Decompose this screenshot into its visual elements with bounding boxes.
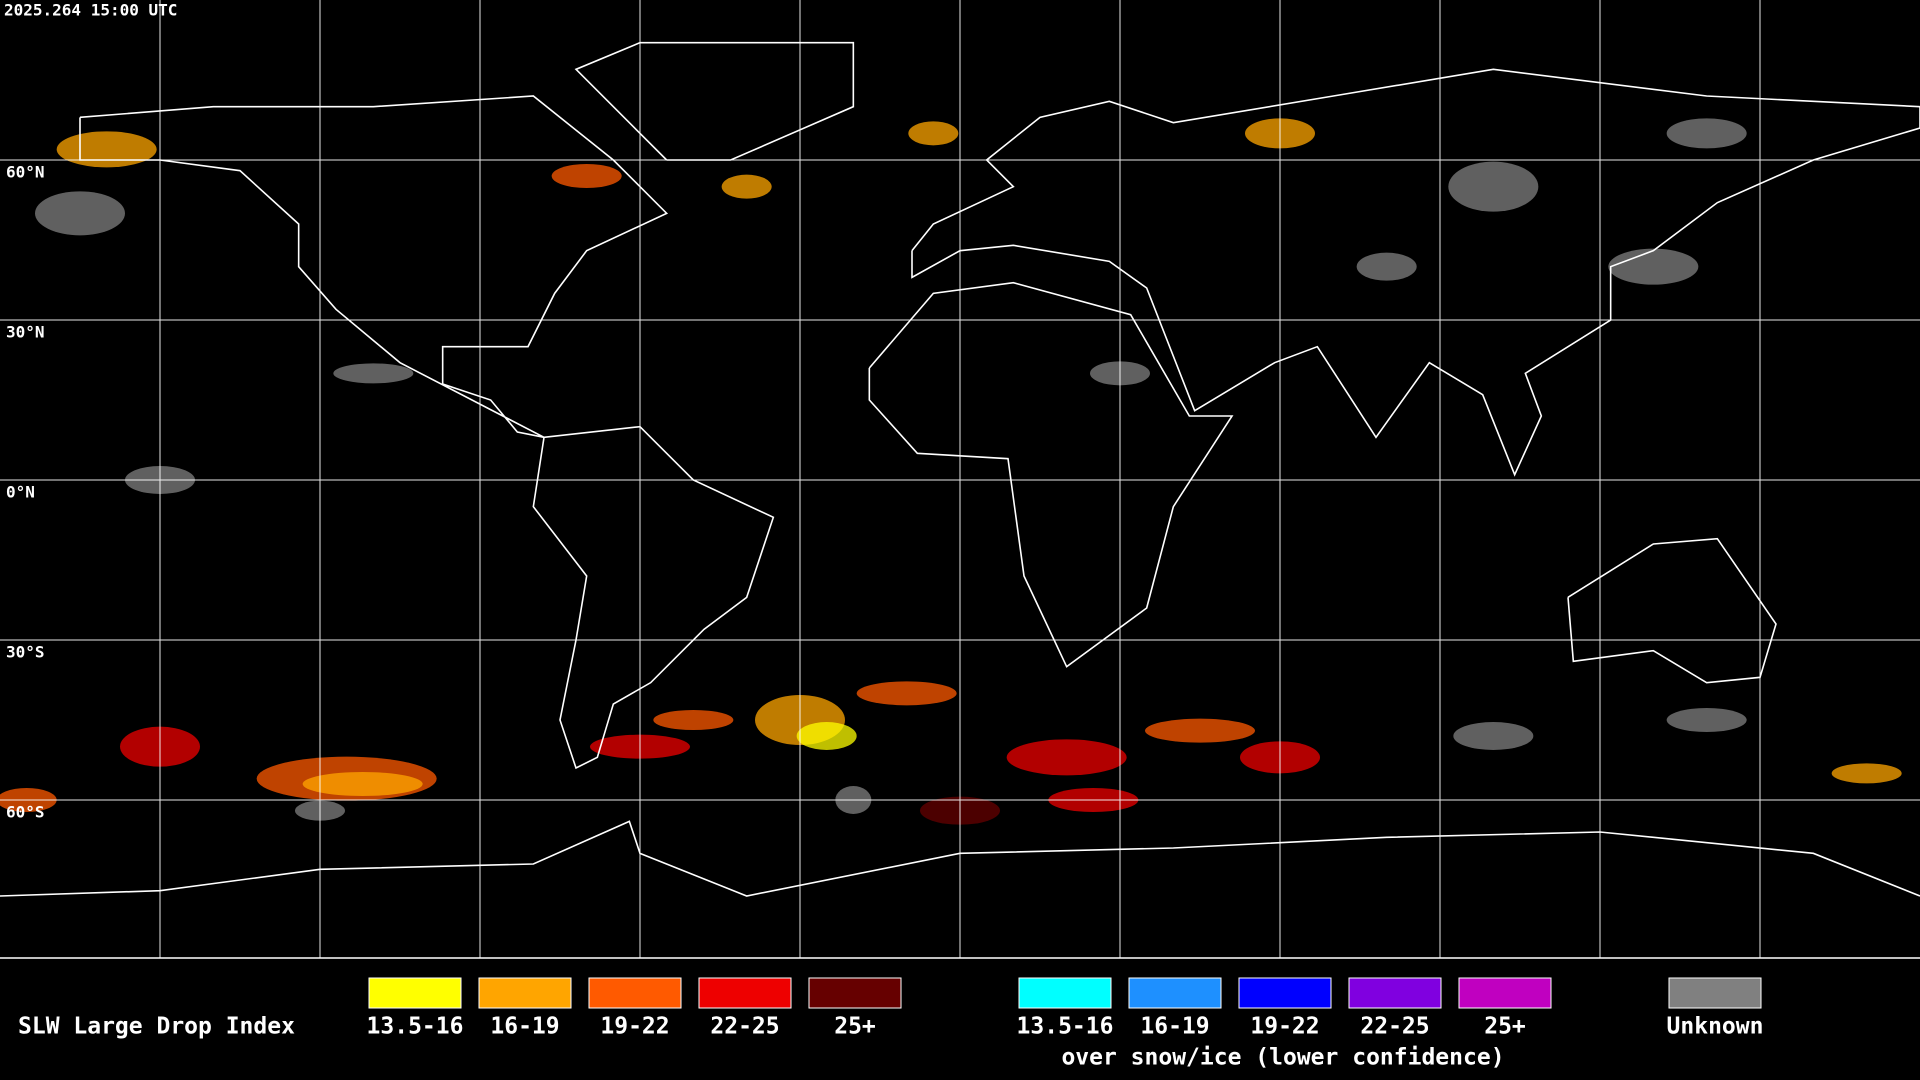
legend-label: 25+ [1484, 1014, 1526, 1040]
cloud-patch [1145, 718, 1255, 743]
legend-label: 19-22 [1250, 1014, 1319, 1040]
cloud-patch [35, 191, 125, 236]
legend-swatch [1018, 977, 1112, 1009]
lat-label: 0°N [6, 483, 35, 502]
cloud-patch [796, 722, 857, 750]
lat-label: 60°S [6, 803, 45, 822]
cloud-patch [653, 710, 734, 730]
legend-caption: over snow/ice (lower confidence) [1061, 1045, 1504, 1071]
cloud-patch [1448, 161, 1539, 212]
cloud-patch [1666, 118, 1747, 149]
cloud-patch [333, 363, 414, 384]
cloud-patch [551, 164, 622, 188]
cloud-patch [1666, 708, 1747, 732]
weather-overlay [0, 118, 1902, 825]
legend-swatch [698, 977, 792, 1009]
cloud-patch [721, 174, 772, 199]
cloud-patch [1831, 763, 1902, 784]
legend-label: 13.5-16 [1017, 1014, 1114, 1040]
lat-label: 30°S [6, 643, 45, 662]
legend-swatch [1238, 977, 1332, 1009]
legend-label: 22-25 [710, 1014, 779, 1040]
legend-swatch [368, 977, 462, 1009]
timestamp: 2025.264 15:00 UTC [4, 1, 177, 20]
legend-swatch [1348, 977, 1442, 1009]
lat-label: 60°N [6, 163, 45, 182]
cloud-patch [1608, 248, 1699, 285]
coastline [532, 425, 775, 770]
lat-label: 30°N [6, 323, 45, 342]
coastline [79, 95, 669, 439]
cloud-patch [302, 772, 423, 796]
legend-label: 19-22 [600, 1014, 669, 1040]
cloud-patch [856, 681, 957, 706]
legend: SLW Large Drop Index over snow/ice (lowe… [18, 977, 1764, 1071]
cloud-patch [56, 131, 157, 168]
legend-swatch [1668, 977, 1762, 1009]
legend-label: Unknown [1667, 1014, 1764, 1040]
legend-label: 25+ [834, 1014, 876, 1040]
legend-swatch [478, 977, 572, 1009]
legend-label: 13.5-16 [367, 1014, 464, 1040]
legend-swatch [588, 977, 682, 1009]
legend-title: SLW Large Drop Index [18, 1014, 295, 1040]
lat-labels: 60°N 30°N 0°N 30°S 60°S [6, 163, 45, 822]
cloud-patch [1356, 252, 1417, 281]
cloud-patch [1006, 739, 1127, 776]
graticule [0, 0, 1920, 958]
cloud-patch [1453, 722, 1534, 750]
legend-swatch [808, 977, 902, 1009]
legend-label: 22-25 [1360, 1014, 1429, 1040]
cloud-patch [908, 121, 959, 146]
legend-label: 16-19 [1140, 1014, 1209, 1040]
legend-swatch [1128, 977, 1222, 1009]
legend-label: 16-19 [490, 1014, 559, 1040]
coastline [868, 281, 1234, 668]
legend-swatch [1458, 977, 1552, 1009]
